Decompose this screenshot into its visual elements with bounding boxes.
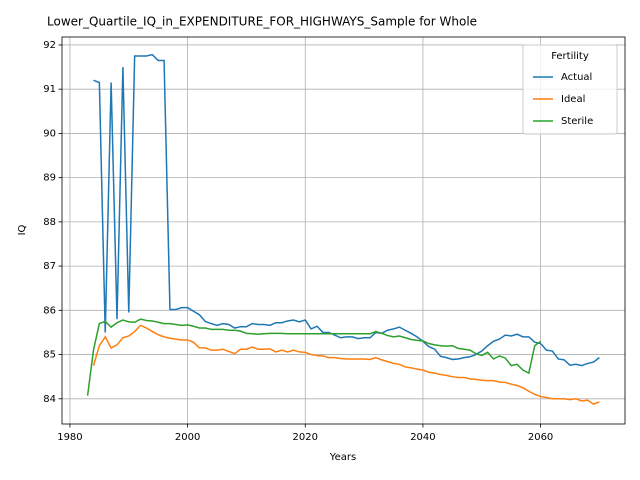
legend-label: Sterile — [561, 116, 593, 127]
y-tick-label: 86 — [43, 305, 56, 316]
x-tick-label: 1980 — [57, 432, 82, 443]
y-tick-label: 85 — [43, 350, 56, 361]
legend-title: Fertility — [551, 51, 589, 62]
x-tick-label: 2020 — [293, 432, 318, 443]
y-axis-label: IQ — [17, 224, 28, 235]
y-tick-label: 89 — [43, 173, 56, 184]
x-axis-label: Years — [329, 452, 356, 463]
y-tick-label: 88 — [43, 217, 56, 228]
x-tick-label: 2060 — [528, 432, 553, 443]
legend-label: Actual — [561, 72, 592, 83]
y-tick-label: 91 — [43, 84, 56, 95]
y-tick-label: 84 — [43, 394, 56, 405]
y-tick-label: 92 — [43, 40, 56, 51]
y-tick-label: 90 — [43, 128, 56, 139]
line-series — [86, 318, 542, 396]
plot-frame — [61, 36, 626, 425]
chart-title: Lower_Quartile_IQ_in_EXPENDITURE_FOR_HIG… — [47, 15, 477, 29]
legend-box — [522, 44, 618, 135]
line-series — [92, 324, 600, 405]
x-tick-label: 2000 — [175, 432, 200, 443]
legend-label: Ideal — [561, 94, 585, 105]
y-tick-label: 87 — [43, 261, 56, 272]
line-series — [93, 53, 600, 367]
x-tick-label: 2040 — [410, 432, 435, 443]
